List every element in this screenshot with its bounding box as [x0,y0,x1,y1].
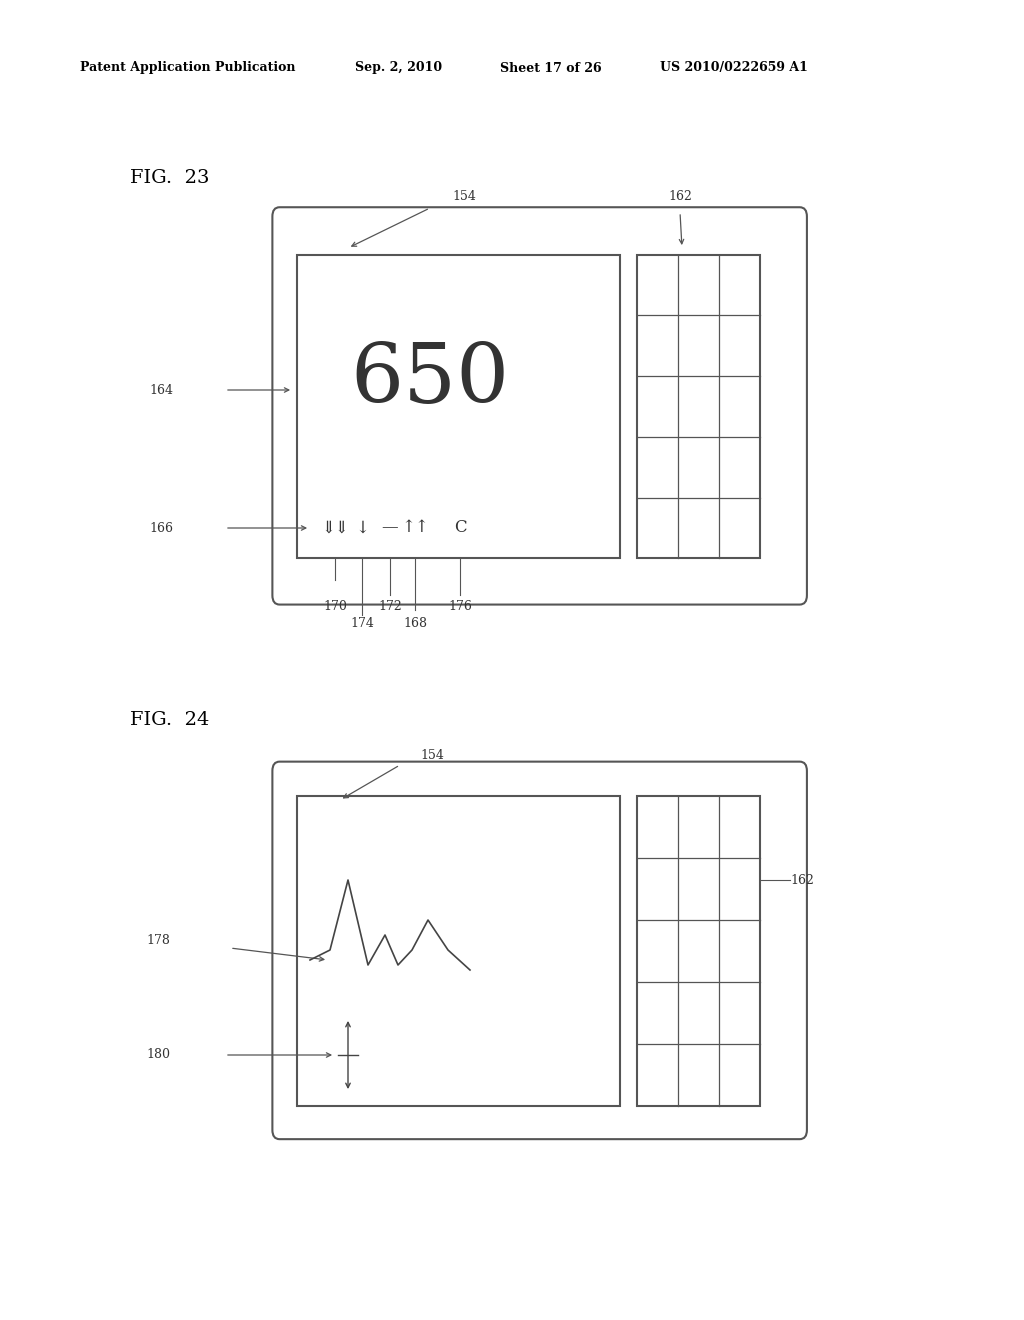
Text: 162: 162 [668,190,692,203]
Bar [297,796,620,1106]
Text: 176: 176 [449,601,472,612]
Bar [637,255,760,558]
Text: FIG.  24: FIG. 24 [130,711,209,729]
Text: C: C [454,520,466,536]
Text: 170: 170 [323,601,347,612]
Text: Sep. 2, 2010: Sep. 2, 2010 [355,62,442,74]
Text: 180: 180 [146,1048,170,1061]
Text: FIG.  23: FIG. 23 [130,169,210,187]
Bar [637,796,760,1106]
Text: —: — [382,520,398,536]
Text: ↑↑: ↑↑ [401,520,429,536]
FancyBboxPatch shape [272,762,807,1139]
Text: US 2010/0222659 A1: US 2010/0222659 A1 [660,62,808,74]
Text: Sheet 17 of 26: Sheet 17 of 26 [500,62,602,74]
Text: 168: 168 [403,616,427,630]
Text: 174: 174 [350,616,374,630]
Bar [297,255,620,558]
Text: ↓: ↓ [355,520,369,536]
Text: Patent Application Publication: Patent Application Publication [80,62,296,74]
FancyBboxPatch shape [272,207,807,605]
Text: 164: 164 [150,384,173,396]
Text: 178: 178 [146,933,170,946]
Text: 650: 650 [350,341,510,420]
Text: 166: 166 [150,521,173,535]
Text: 162: 162 [790,874,814,887]
Text: 154: 154 [452,190,476,203]
Text: ⇓⇓: ⇓⇓ [322,520,349,536]
Text: 172: 172 [378,601,401,612]
Text: 154: 154 [420,748,443,762]
